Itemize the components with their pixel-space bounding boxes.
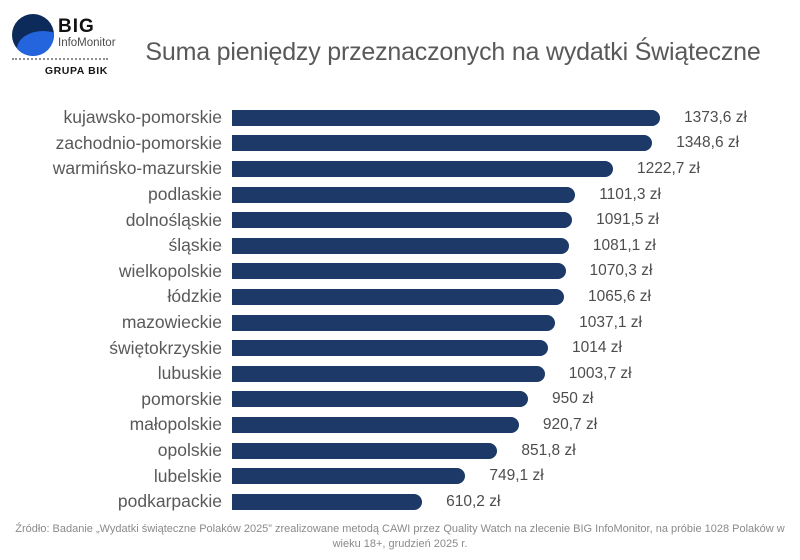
value-label: 1003,7 zł	[568, 364, 632, 382]
category-label: warmińsko-mazurskie	[52, 158, 222, 179]
chart-row: warmińsko-mazurskie 1222,7 zł	[0, 156, 800, 182]
chart-row: śląskie 1081,1 zł	[0, 233, 800, 259]
category-label: dolnośląskie	[125, 209, 222, 230]
category-label: śląskie	[168, 235, 223, 256]
category-label: zachodnio-pomorskie	[55, 132, 222, 153]
category-label: wielkopolskie	[118, 260, 222, 281]
value-bar	[232, 160, 613, 177]
value-bar	[232, 340, 548, 357]
value-label: 1070,3 zł	[589, 262, 653, 280]
value-bar	[232, 237, 569, 254]
chart-row: podlaskie 1101,3 zł	[0, 182, 800, 208]
value-bar	[232, 365, 545, 382]
category-label: pomorskie	[141, 388, 222, 409]
value-label: 610,2 zł	[446, 492, 501, 510]
value-label: 950 zł	[552, 390, 594, 408]
page-title: Suma pieniędzy przeznaczonych na wydatki…	[145, 38, 761, 66]
value-bar	[232, 493, 423, 510]
chart-row: łódzkie 1065,6 zł	[0, 284, 800, 310]
chart-row: mazowieckie 1037,1 zł	[0, 310, 800, 336]
value-label: 1101,3 zł	[599, 185, 661, 203]
chart-row: podkarpackie 610,2 zł	[0, 489, 800, 515]
value-label: 1065,6 zł	[588, 287, 651, 305]
value-label: 1037,1 zł	[579, 313, 643, 331]
logo-text-big: BIG	[58, 16, 95, 37]
value-label: 1081,1 zł	[592, 236, 656, 254]
chart-rows: kujawsko-pomorskie 1373,6 zł zachodnio-pom…	[0, 105, 800, 515]
value-bar	[232, 212, 573, 229]
chart-row: lubuskie 1003,7 zł	[0, 361, 800, 387]
value-bar	[232, 391, 528, 408]
logo-dotted-divider	[12, 58, 108, 60]
value-label: 749,1 zł	[489, 467, 544, 485]
chart-row: kujawsko-pomorskie 1373,6 zł	[0, 105, 800, 131]
bar-chart: kujawsko-pomorskie 1373,6 zł zachodnio-pom…	[0, 105, 800, 515]
value-label: 1014 zł	[572, 339, 622, 357]
value-bar	[232, 186, 576, 203]
source-note: Źródło: Badanie „Wydatki świąteczne Pola…	[15, 523, 785, 551]
value-label: 1222,7 zł	[637, 159, 700, 177]
value-label: 1091,5 zł	[596, 211, 660, 229]
logo-text-infomonitor: InfoMonitor	[58, 37, 116, 49]
chart-row: lubelskie 749,1 zł	[0, 463, 800, 489]
value-label: 1348,6 zł	[676, 134, 740, 152]
chart-row: wielkopolskie 1070,3 zł	[0, 259, 800, 285]
value-label: 1373,6 zł	[684, 108, 747, 126]
category-label: świętokrzyskie	[109, 337, 222, 358]
category-label: podkarpackie	[117, 491, 222, 512]
category-label: lubelskie	[153, 465, 222, 486]
value-label: 851,8 zł	[521, 441, 576, 459]
category-label: łódzkie	[167, 286, 222, 307]
chart-row: opolskie 851,8 zł	[0, 438, 800, 464]
globe-logo-icon	[12, 14, 54, 56]
category-label: podlaskie	[148, 184, 222, 205]
value-bar	[232, 314, 556, 331]
value-bar	[232, 109, 660, 126]
category-label: opolskie	[157, 440, 222, 461]
chart-row: świętokrzyskie 1014 zł	[0, 335, 800, 361]
category-label: małopolskie	[129, 414, 222, 435]
value-bar	[232, 416, 519, 433]
chart-row: zachodnio-pomorskie 1348,6 zł	[0, 131, 800, 157]
chart-row: dolnośląskie 1091,5 zł	[0, 207, 800, 233]
value-label: 920,7 zł	[542, 415, 598, 433]
value-bar	[232, 263, 566, 280]
big-infomonitor-logo: BIG InfoMonitor GRUPA BIK	[12, 12, 122, 82]
chart-row: pomorskie 950 zł	[0, 387, 800, 413]
category-label: mazowieckie	[121, 312, 222, 333]
value-bar	[232, 288, 564, 305]
logo-text-grupa-bik: GRUPA BIK	[44, 65, 108, 77]
value-bar	[232, 442, 498, 459]
chart-row: małopolskie 920,7 zł	[0, 412, 800, 438]
value-bar	[232, 468, 466, 485]
category-label: lubuskie	[157, 363, 222, 384]
value-bar	[232, 135, 653, 152]
category-label: kujawsko-pomorskie	[63, 107, 222, 128]
